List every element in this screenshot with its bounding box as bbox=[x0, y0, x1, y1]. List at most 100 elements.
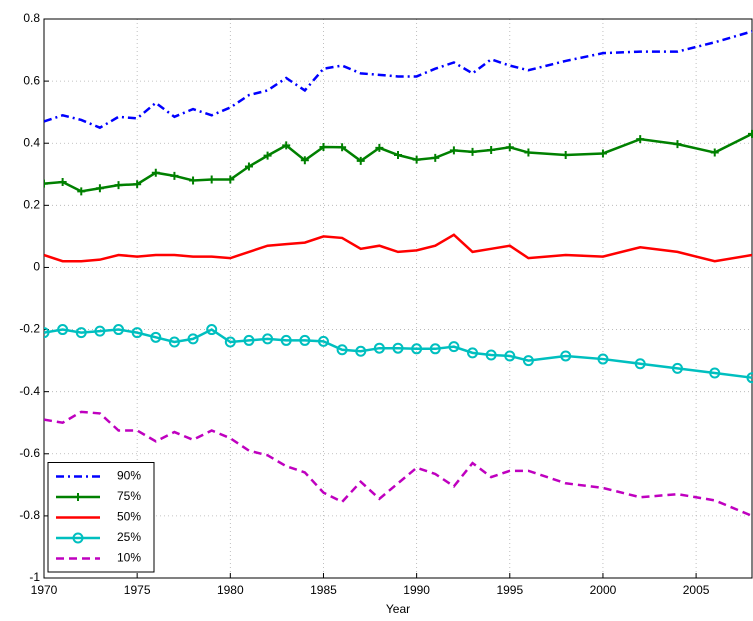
marker bbox=[394, 151, 402, 160]
marker bbox=[151, 168, 160, 177]
marker bbox=[317, 335, 329, 347]
y-tick-label: -0.4 bbox=[19, 384, 40, 398]
marker bbox=[133, 180, 142, 189]
legend-label: 50% bbox=[117, 510, 141, 524]
y-tick-label: 0.2 bbox=[23, 198, 40, 212]
marker bbox=[300, 156, 309, 165]
marker bbox=[299, 334, 311, 346]
marker bbox=[114, 181, 123, 190]
marker bbox=[467, 347, 479, 359]
marker bbox=[355, 345, 367, 357]
marker bbox=[244, 162, 253, 171]
marker bbox=[206, 324, 218, 336]
x-tick-label: 1975 bbox=[124, 583, 151, 597]
marker bbox=[226, 175, 235, 184]
marker bbox=[77, 187, 86, 196]
marker bbox=[429, 343, 441, 355]
x-tick-label: 1995 bbox=[496, 583, 523, 597]
marker bbox=[710, 148, 719, 157]
marker bbox=[504, 350, 516, 362]
plot-frame bbox=[43, 18, 753, 579]
y-tick-label: 0.4 bbox=[23, 135, 40, 149]
plot-area bbox=[44, 19, 752, 578]
series-line bbox=[44, 410, 753, 518]
x-tick-label: 2000 bbox=[590, 583, 617, 597]
x-tick-label: 1985 bbox=[310, 583, 337, 597]
marker bbox=[338, 143, 347, 152]
legend-label: 90% bbox=[117, 469, 141, 483]
x-tick-label: 1990 bbox=[403, 583, 430, 597]
marker bbox=[57, 324, 69, 336]
y-tick-label: -0.2 bbox=[19, 322, 40, 336]
marker bbox=[168, 336, 180, 348]
marker bbox=[449, 146, 458, 155]
marker bbox=[336, 344, 348, 356]
marker bbox=[598, 149, 607, 158]
marker bbox=[95, 184, 104, 193]
legend-marker bbox=[72, 532, 84, 544]
marker bbox=[207, 175, 216, 184]
marker bbox=[224, 336, 236, 348]
marker bbox=[597, 353, 609, 365]
series-line bbox=[44, 328, 753, 379]
marker bbox=[280, 334, 292, 346]
marker bbox=[263, 151, 272, 160]
marker bbox=[58, 178, 67, 187]
marker bbox=[392, 342, 404, 354]
marker bbox=[561, 151, 570, 160]
marker bbox=[375, 143, 384, 152]
marker bbox=[75, 327, 87, 339]
marker bbox=[373, 342, 385, 354]
marker bbox=[189, 176, 198, 185]
y-tick-label: -1 bbox=[29, 570, 40, 584]
x-tick-label: 2005 bbox=[683, 583, 710, 597]
y-tick-label: 0.6 bbox=[23, 73, 40, 87]
marker bbox=[524, 148, 533, 157]
marker bbox=[113, 324, 125, 336]
marker bbox=[44, 327, 50, 339]
marker bbox=[485, 349, 497, 361]
marker bbox=[448, 341, 460, 353]
marker bbox=[170, 171, 179, 180]
marker bbox=[634, 358, 646, 370]
marker bbox=[560, 350, 572, 362]
marker bbox=[748, 129, 753, 138]
marker bbox=[468, 147, 477, 156]
marker bbox=[94, 325, 106, 337]
y-tick-label: -0.8 bbox=[19, 508, 40, 522]
legend-label: 25% bbox=[117, 530, 141, 544]
y-tick-label: -0.6 bbox=[19, 446, 40, 460]
marker bbox=[131, 327, 143, 339]
marker bbox=[282, 141, 291, 150]
marker bbox=[411, 343, 423, 355]
marker bbox=[487, 146, 496, 155]
x-tick-label: 1970 bbox=[31, 583, 58, 597]
marker bbox=[262, 333, 274, 345]
marker bbox=[671, 362, 683, 374]
y-tick-label: 0 bbox=[33, 260, 40, 274]
series-line bbox=[44, 233, 753, 263]
x-tick-label: 1980 bbox=[217, 583, 244, 597]
marker bbox=[356, 156, 365, 165]
marker bbox=[636, 135, 645, 144]
marker bbox=[709, 367, 721, 379]
marker bbox=[150, 331, 162, 343]
marker bbox=[412, 155, 421, 164]
marker bbox=[673, 140, 682, 149]
y-tick-label: 0.8 bbox=[23, 11, 40, 25]
marker bbox=[522, 355, 534, 367]
legend-label: 75% bbox=[117, 489, 141, 503]
plot-lines bbox=[44, 30, 753, 518]
marker bbox=[319, 142, 328, 151]
marker bbox=[746, 372, 753, 384]
marker bbox=[44, 179, 48, 188]
legend-label: 10% bbox=[117, 551, 141, 565]
marker bbox=[187, 333, 199, 345]
x-axis-label: Year bbox=[386, 602, 410, 616]
marker bbox=[243, 334, 255, 346]
legend-marker bbox=[74, 493, 82, 501]
marker bbox=[505, 143, 514, 152]
marker bbox=[431, 153, 440, 162]
